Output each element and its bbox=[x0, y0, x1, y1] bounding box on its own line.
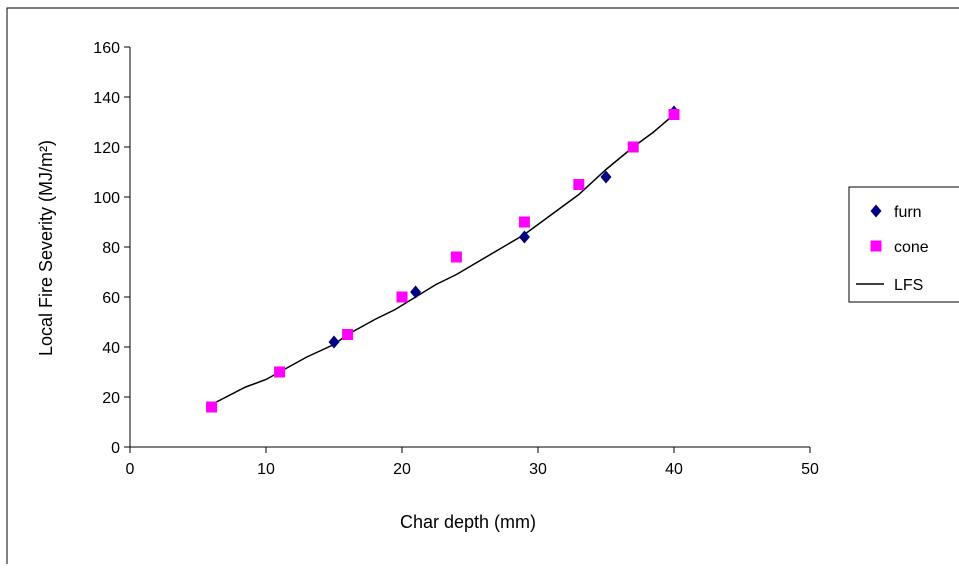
legend-label-furn: furn bbox=[894, 204, 922, 221]
data-point-cone bbox=[342, 329, 354, 340]
x-tick-label: 30 bbox=[529, 461, 547, 478]
data-point-furn bbox=[600, 170, 612, 184]
data-point-cone bbox=[396, 291, 408, 303]
data-point-furn bbox=[410, 285, 422, 299]
y-tick-label: 140 bbox=[93, 90, 120, 107]
axes: 0 10 20 30 40 50 0 20 40 60 80 100 120 140 160 bbox=[93, 40, 819, 478]
x-tick-label: 50 bbox=[801, 461, 819, 478]
x-tick-label: 20 bbox=[393, 461, 411, 478]
data-point-cone bbox=[627, 141, 639, 153]
y-tick-label: 0 bbox=[111, 440, 120, 457]
data-point-cone bbox=[206, 401, 218, 413]
y-tick-label: 40 bbox=[102, 340, 120, 357]
legend-label-LFS: LFS bbox=[894, 277, 923, 294]
legend-box bbox=[848, 186, 959, 303]
series-markers bbox=[206, 105, 680, 413]
y-tick-label: 100 bbox=[93, 190, 120, 207]
legend: furn cone LFS bbox=[848, 186, 959, 303]
x-tick-label: 10 bbox=[257, 461, 275, 478]
y-axis-title: Local Fire Severity (MJ/m²) bbox=[36, 140, 56, 356]
data-point-cone bbox=[573, 179, 585, 190]
data-point-furn bbox=[328, 335, 340, 349]
data-point-cone bbox=[274, 366, 286, 378]
legend-label-cone: cone bbox=[894, 239, 929, 256]
y-tick-label: 160 bbox=[93, 40, 120, 57]
y-tick-label: 80 bbox=[102, 240, 120, 257]
x-tick-label: 0 bbox=[126, 461, 135, 478]
data-point-furn bbox=[518, 230, 530, 244]
data-point-cone bbox=[518, 216, 530, 228]
legend-swatch-cone bbox=[870, 240, 882, 252]
data-point-cone bbox=[450, 251, 462, 263]
y-tick-label: 20 bbox=[102, 390, 120, 407]
legend-swatch-furn bbox=[870, 204, 882, 218]
y-tick-label: 120 bbox=[93, 140, 120, 157]
y-tick-label: 60 bbox=[102, 290, 120, 307]
x-axis-title: Char depth (mm) bbox=[400, 512, 536, 532]
chart-border bbox=[6, 7, 959, 569]
x-tick-label: 40 bbox=[665, 461, 683, 478]
data-point-cone bbox=[668, 109, 680, 120]
